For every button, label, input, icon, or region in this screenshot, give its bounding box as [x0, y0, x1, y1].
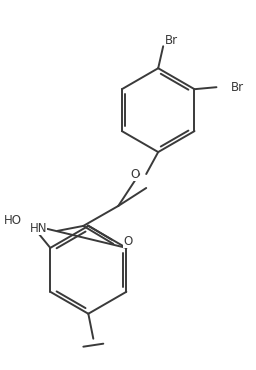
Text: Br: Br	[165, 34, 178, 47]
Text: HO: HO	[4, 215, 22, 228]
Text: O: O	[130, 168, 139, 181]
Text: Br: Br	[230, 81, 243, 94]
Text: O: O	[123, 235, 133, 248]
Text: HN: HN	[30, 222, 47, 235]
